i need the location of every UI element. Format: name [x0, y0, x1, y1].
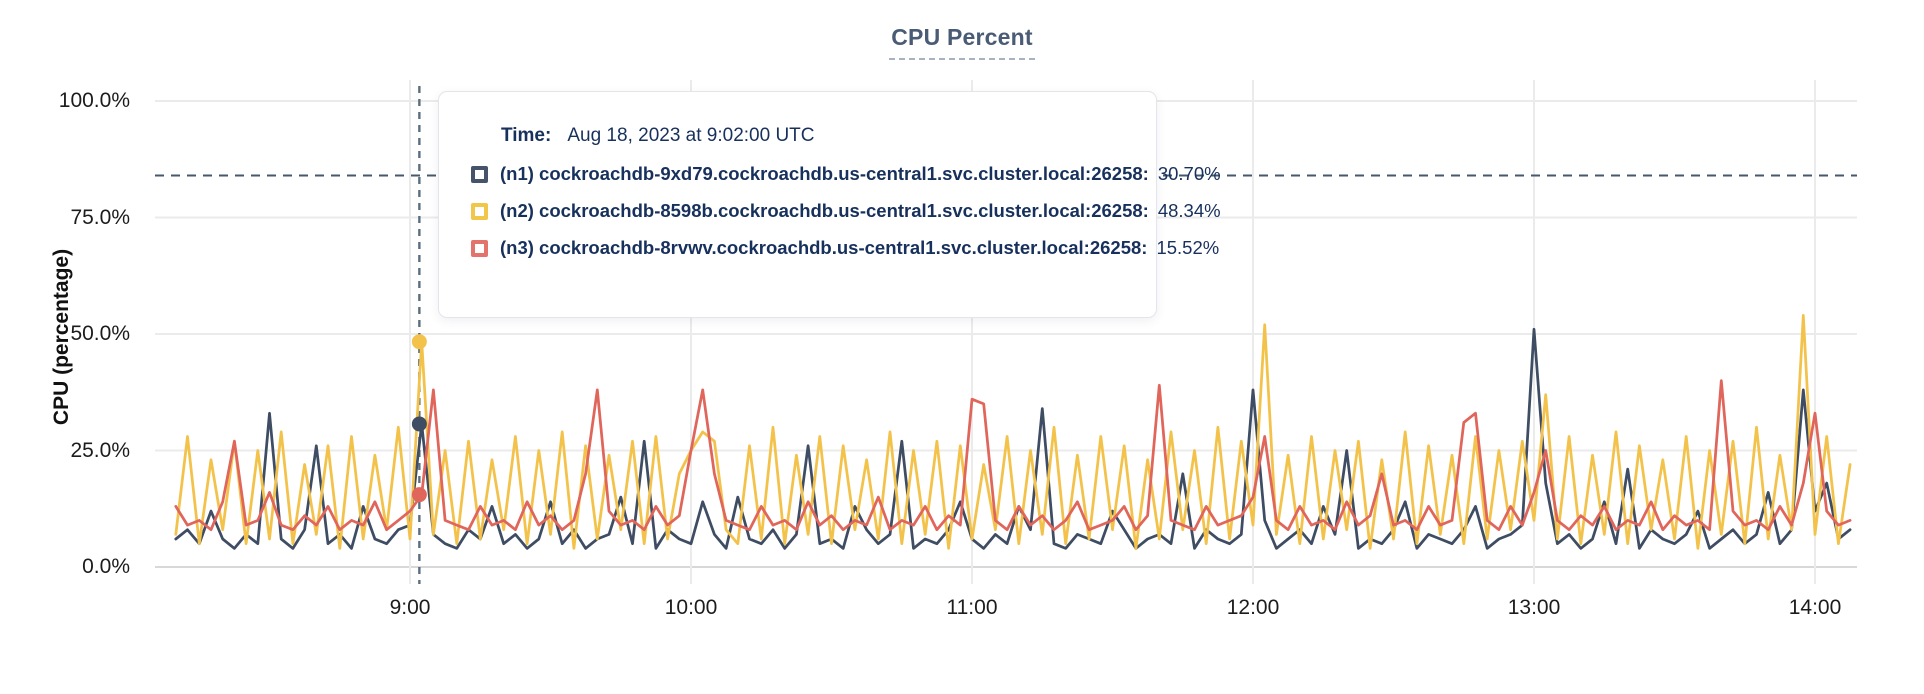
chart-tooltip: Time: Aug 18, 2023 at 9:02:00 UTC (n1) co… — [438, 91, 1221, 318]
tooltip-series-row: (n3) cockroachdb-8rvwv.cockroachdb.us-ce… — [471, 237, 1219, 259]
y-tick-label: 75.0% — [70, 205, 130, 229]
y-tick-label: 50.0% — [70, 322, 130, 345]
hover-point-n2 — [411, 334, 427, 350]
x-tick-label: 13:00 — [1507, 596, 1561, 619]
y-tick-label: 100.0% — [58, 89, 130, 112]
tooltip-series-value: 48.34% — [1157, 200, 1221, 221]
tooltip-series-value: 15.52% — [1156, 237, 1220, 258]
tooltip-series-label: (n2) cockroachdb-8598b.cockroachdb.us-ce… — [500, 200, 1149, 221]
tooltip-time-row: Time: Aug 18, 2023 at 9:02:00 UTC — [501, 125, 1126, 147]
x-tick-label: 12:00 — [1226, 596, 1280, 619]
legend-swatch-icon — [471, 202, 488, 220]
hover-point-n1 — [411, 416, 427, 432]
tooltip-series-label: (n1) cockroachdb-9xd79.cockroachdb.us-ce… — [500, 163, 1149, 184]
tooltip-time-value: Aug 18, 2023 at 9:02:00 UTC — [567, 125, 815, 146]
legend-swatch-icon — [471, 165, 488, 183]
tooltip-series-value: 30.70% — [1157, 163, 1221, 184]
tooltip-time-label: Time: — [501, 125, 552, 146]
x-tick-label: 11:00 — [946, 596, 998, 619]
x-tick-label: 14:00 — [1788, 596, 1842, 619]
tooltip-series-label: (n3) cockroachdb-8rvwv.cockroachdb.us-ce… — [500, 237, 1148, 258]
legend-swatch-icon — [471, 239, 488, 257]
tooltip-series-row: (n2) cockroachdb-8598b.cockroachdb.us-ce… — [471, 200, 1221, 222]
y-tick-label: 25.0% — [70, 438, 130, 462]
tooltip-series-row: (n1) cockroachdb-9xd79.cockroachdb.us-ce… — [471, 163, 1221, 185]
hover-point-n3 — [411, 487, 427, 503]
chart-title-wrap: CPU Percent — [0, 24, 1924, 60]
tooltip-series-rows: (n1) cockroachdb-9xd79.cockroachdb.us-ce… — [471, 163, 1221, 259]
chart-title[interactable]: CPU Percent — [889, 24, 1035, 60]
x-tick-label: 9:00 — [389, 596, 431, 619]
series-line-n1[interactable] — [174, 327, 1852, 550]
y-tick-label: 0.0% — [82, 555, 130, 578]
series-line-n3[interactable] — [174, 379, 1852, 532]
x-tick-label: 10:00 — [664, 596, 718, 619]
series-line-n2[interactable] — [174, 314, 1852, 550]
